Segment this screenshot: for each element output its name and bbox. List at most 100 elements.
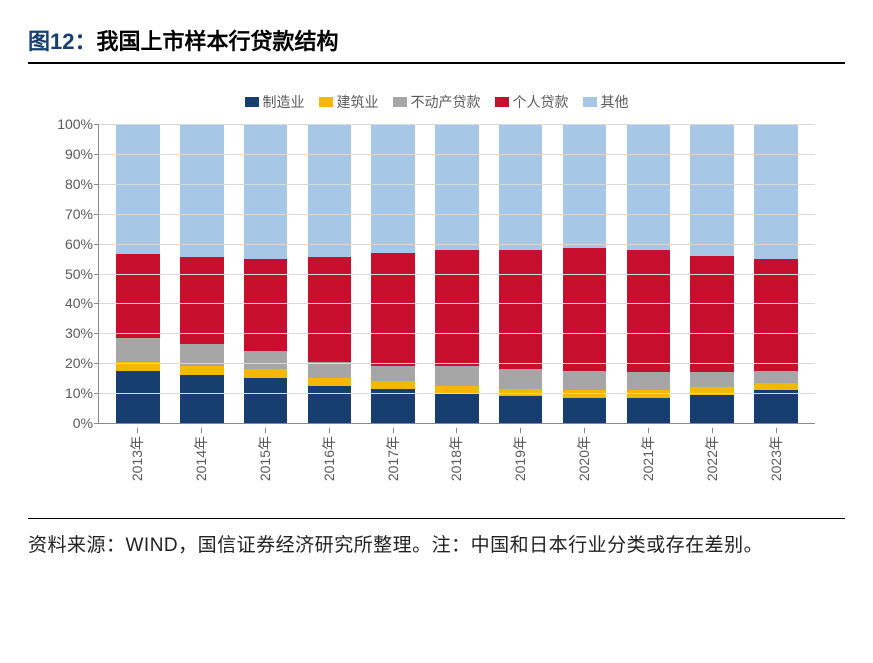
bar-segment: [371, 253, 415, 367]
bar-segment: [244, 351, 288, 369]
x-tick: 2016年: [307, 428, 351, 484]
legend-item: 制造业: [245, 92, 305, 112]
x-label: 2020年: [574, 436, 594, 481]
bar-segment: [371, 381, 415, 388]
bar-segment: [754, 371, 798, 383]
bar-segment: [627, 250, 671, 373]
bar-segment: [690, 372, 734, 387]
legend-swatch: [495, 97, 509, 107]
y-tick-label: 60%: [65, 236, 99, 252]
y-tick-label: 100%: [57, 116, 99, 132]
x-axis-labels: 2013年 2014年 2015年 2016年 2017年 2018年 2019年 2020年…: [98, 428, 815, 484]
x-tick-mark: [456, 428, 457, 433]
bar-segment: [244, 369, 288, 378]
chart: 0%10%20%30%40%50%60%70%80%90%100% 2013年2…: [98, 124, 815, 484]
bar-segment: [754, 124, 798, 259]
x-label: 2017年: [383, 436, 403, 481]
bar-segment: [627, 372, 671, 390]
bar-segment: [435, 124, 479, 250]
bar-segment: [563, 124, 607, 248]
figure-title: 图12：我国上市样本行贷款结构: [28, 24, 845, 64]
bar-segment: [244, 259, 288, 352]
bar-segment: [563, 248, 607, 371]
x-label: 2019年: [510, 436, 530, 481]
bar-segment: [754, 390, 798, 423]
x-tick: 2017年: [371, 428, 415, 484]
y-tick-label: 80%: [65, 176, 99, 192]
x-tick: 2021年: [626, 428, 670, 484]
legend-label: 个人贷款: [513, 92, 569, 112]
legend: 制造业 建筑业 不动产贷款 个人贷款 其他: [28, 92, 845, 112]
bar-segment: [435, 386, 479, 393]
bar-segment: [499, 124, 543, 250]
x-label: 2021年: [638, 436, 658, 481]
bar-segment: [435, 393, 479, 423]
x-tick-mark: [584, 428, 585, 433]
grid-line: [99, 184, 815, 185]
x-tick: 2014年: [179, 428, 223, 484]
bar-segment: [244, 378, 288, 423]
x-tick: 2013年: [115, 428, 159, 484]
x-tick-mark: [137, 428, 138, 433]
y-tick-label: 50%: [65, 266, 99, 282]
bar-segment: [308, 124, 352, 257]
y-tick-label: 30%: [65, 325, 99, 341]
grid-line: [99, 333, 815, 334]
y-tick-label: 10%: [65, 385, 99, 401]
x-tick: 2023年: [754, 428, 798, 484]
bar-segment: [690, 124, 734, 256]
bar-segment: [308, 378, 352, 385]
y-tick-label: 20%: [65, 355, 99, 371]
x-tick-mark: [648, 428, 649, 433]
x-tick: 2019年: [499, 428, 543, 484]
bar-segment: [180, 257, 224, 344]
source-note: 资料来源：WIND，国信证券经济研究所整理。注：中国和日本行业分类或存在差别。: [28, 529, 845, 563]
legend-label: 建筑业: [337, 92, 379, 112]
bar-segment: [308, 386, 352, 423]
x-label: 2018年: [446, 436, 466, 481]
x-tick-mark: [712, 428, 713, 433]
x-tick-mark: [201, 428, 202, 433]
bar-segment: [116, 124, 160, 254]
title-text: 我国上市样本行贷款结构: [96, 29, 338, 54]
grid-line: [99, 274, 815, 275]
bar-segment: [627, 124, 671, 250]
bar-segment: [435, 250, 479, 367]
grid-line: [99, 154, 815, 155]
bar-segment: [371, 366, 415, 381]
grid-line: [99, 124, 815, 125]
bar-segment: [244, 124, 288, 259]
bar-segment: [563, 371, 607, 390]
bar-segment: [180, 124, 224, 257]
footer-rule: [28, 518, 845, 519]
legend-item: 其他: [583, 92, 629, 112]
x-tick: 2015年: [243, 428, 287, 484]
x-tick: 2022年: [690, 428, 734, 484]
legend-swatch: [245, 97, 259, 107]
x-label: 2016年: [319, 436, 339, 481]
legend-swatch: [393, 97, 407, 107]
x-label: 2014年: [191, 436, 211, 481]
legend-item: 不动产贷款: [393, 92, 481, 112]
bar-segment: [371, 124, 415, 253]
legend-label: 不动产贷款: [411, 92, 481, 112]
bar-segment: [754, 259, 798, 371]
x-label: 2013年: [127, 436, 147, 481]
y-tick-label: 40%: [65, 295, 99, 311]
bar-segment: [435, 366, 479, 385]
x-label: 2023年: [766, 436, 786, 481]
x-label: 2015年: [255, 436, 275, 481]
x-label: 2022年: [702, 436, 722, 481]
x-tick-mark: [265, 428, 266, 433]
x-tick-mark: [520, 428, 521, 433]
y-tick-label: 0%: [73, 415, 99, 431]
bar-segment: [116, 371, 160, 423]
legend-label: 其他: [601, 92, 629, 112]
bar-segment: [754, 383, 798, 390]
legend-swatch: [583, 97, 597, 107]
x-tick: 2018年: [435, 428, 479, 484]
y-tick-label: 70%: [65, 206, 99, 222]
bar-segment: [180, 366, 224, 375]
bar-segment: [563, 398, 607, 423]
grid-line: [99, 393, 815, 394]
